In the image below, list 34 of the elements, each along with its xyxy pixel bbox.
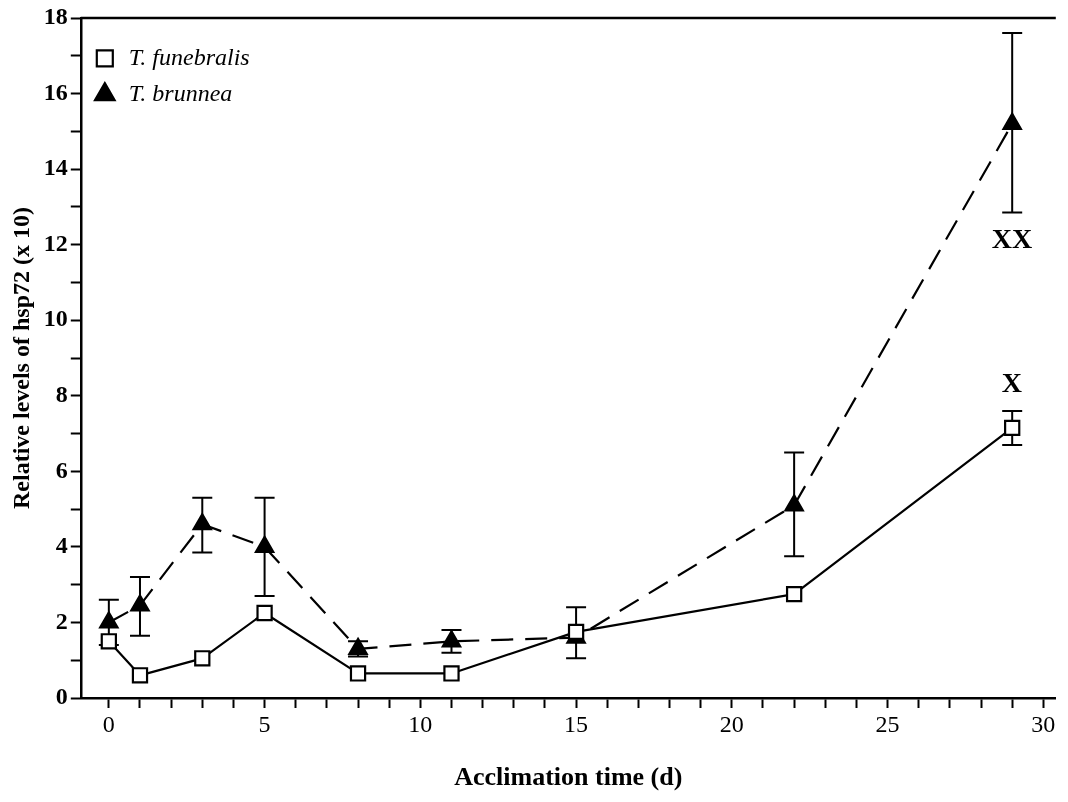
point xyxy=(192,513,213,531)
point xyxy=(131,667,149,684)
legend-label: T. brunnea xyxy=(128,79,233,106)
legend-label: T. funebralis xyxy=(128,43,250,70)
y-axis-title: Relative levels of hsp72 (x 10) xyxy=(7,207,34,509)
y-tick-label: 0 xyxy=(55,683,68,710)
point xyxy=(1004,419,1021,437)
point xyxy=(784,494,804,512)
y-tick-label: 18 xyxy=(43,3,68,30)
y-tick-label: 10 xyxy=(43,305,68,332)
x-tick-label: 25 xyxy=(875,710,900,737)
annotation: X xyxy=(1001,366,1023,398)
x-tick-label: 10 xyxy=(408,710,433,737)
point xyxy=(194,650,211,667)
x-tick-label: 30 xyxy=(1031,710,1056,737)
point xyxy=(1002,112,1022,130)
x-axis-title: Acclimation time (d) xyxy=(454,762,683,792)
point xyxy=(256,604,273,622)
point xyxy=(100,633,118,650)
y-tick-label: 14 xyxy=(43,154,68,181)
annotation: XX xyxy=(991,223,1033,255)
y-tick-label: 8 xyxy=(55,380,68,407)
point xyxy=(443,665,460,682)
point xyxy=(349,665,367,682)
y-tick-label: 4 xyxy=(55,532,68,559)
point xyxy=(785,585,803,603)
x-tick-label: 15 xyxy=(564,710,589,737)
y-tick-label: 6 xyxy=(55,456,68,483)
x-tick-label: 0 xyxy=(102,710,115,737)
y-tick-label: 2 xyxy=(55,607,68,634)
y-tick-label: 16 xyxy=(43,78,68,105)
x-tick-label: 5 xyxy=(258,710,271,737)
y-tick-label: 12 xyxy=(43,229,68,256)
x-tick-label: 20 xyxy=(719,710,744,737)
